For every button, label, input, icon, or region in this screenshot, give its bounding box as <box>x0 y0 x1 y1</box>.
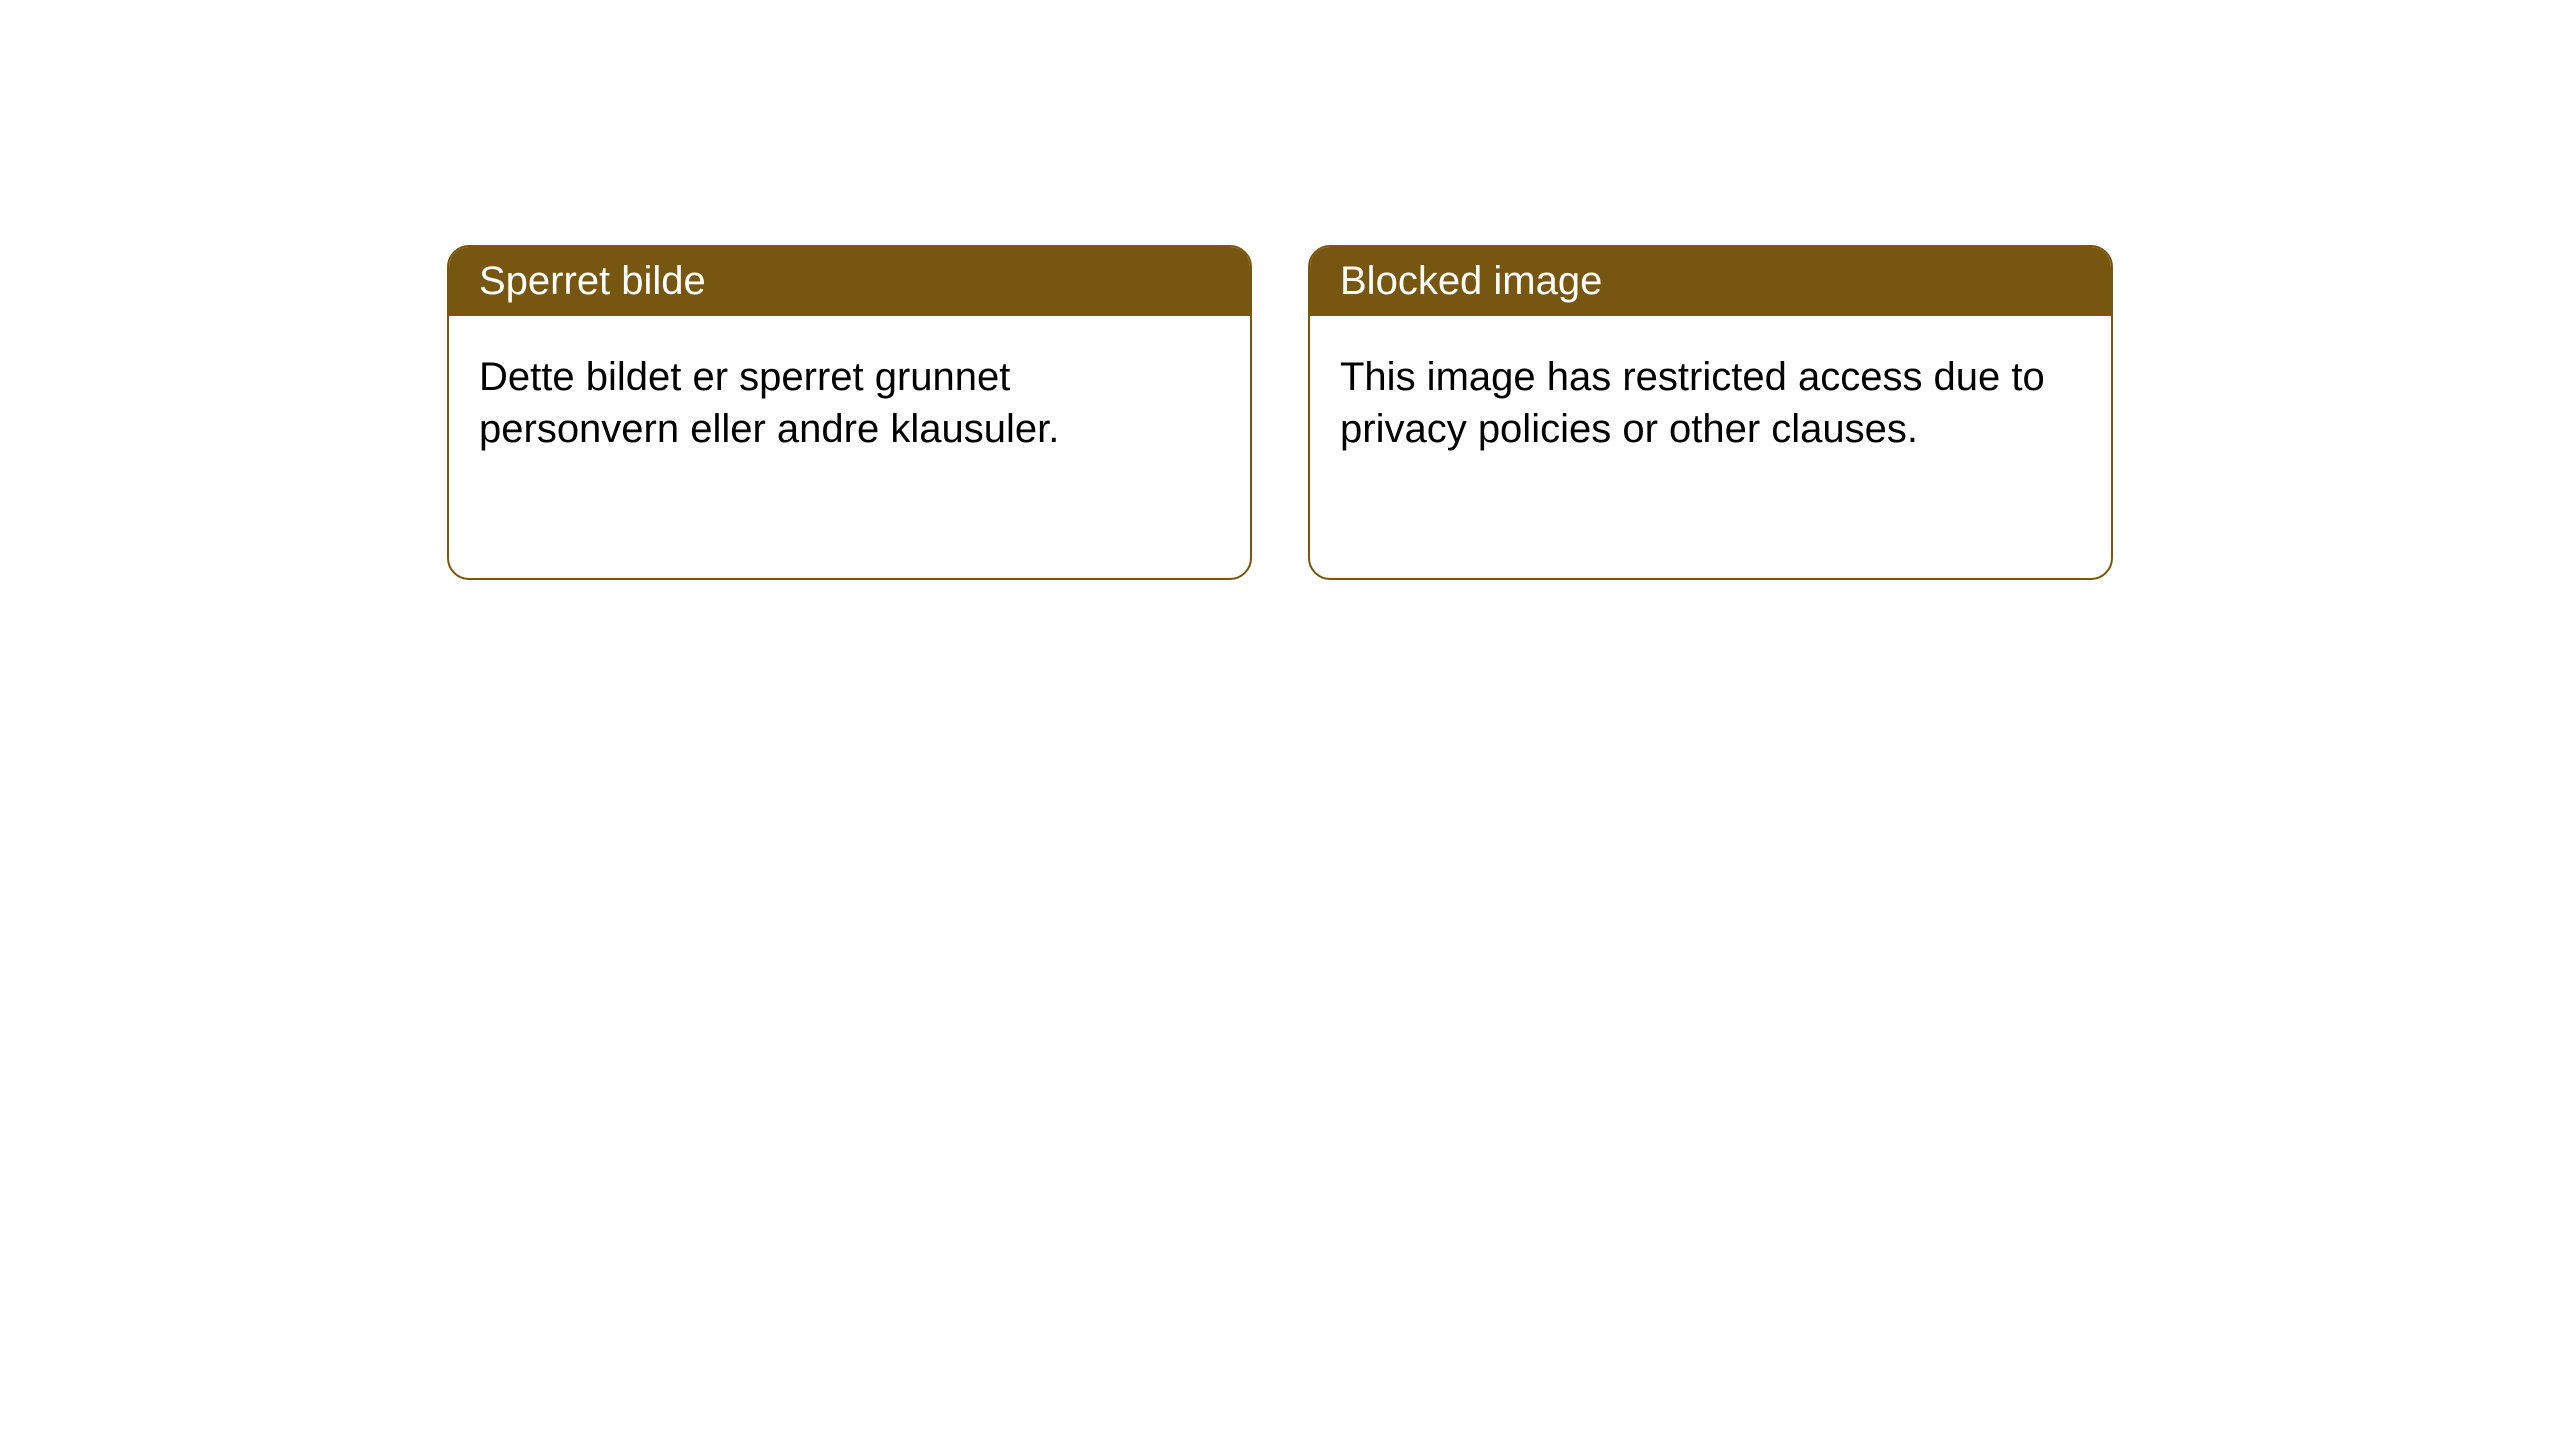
notice-body: Dette bildet er sperret grunnet personve… <box>449 316 1250 490</box>
notice-body: This image has restricted access due to … <box>1310 316 2111 490</box>
notice-card-norwegian: Sperret bilde Dette bildet er sperret gr… <box>447 245 1252 580</box>
notice-header: Sperret bilde <box>449 247 1250 316</box>
notice-container: Sperret bilde Dette bildet er sperret gr… <box>447 245 2113 1440</box>
notice-header: Blocked image <box>1310 247 2111 316</box>
notice-card-english: Blocked image This image has restricted … <box>1308 245 2113 580</box>
